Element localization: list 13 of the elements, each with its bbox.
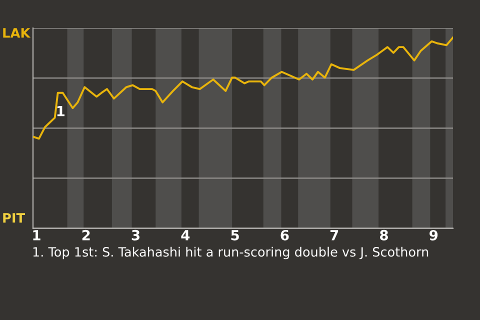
x-tick-label: 9 xyxy=(430,230,438,240)
x-tick-label: 5 xyxy=(231,230,239,240)
text: 1. Top 1st: S. Takahashi hit a run-scoring double vs J. Scothorn xyxy=(33,246,428,260)
x-tick-label: 4 xyxy=(181,230,190,240)
x-tick-label: 2 xyxy=(82,230,90,240)
x-tick-label: 1 xyxy=(33,230,40,240)
x-tick-label: 3 xyxy=(132,230,140,240)
annotation: 1 xyxy=(57,106,64,116)
x-tick-label: 6 xyxy=(280,230,289,240)
text: LAK xyxy=(3,28,31,38)
x-tick-label: 8 xyxy=(380,230,388,240)
x-tick-label: 7 xyxy=(330,230,338,240)
text: PIT xyxy=(3,213,26,223)
